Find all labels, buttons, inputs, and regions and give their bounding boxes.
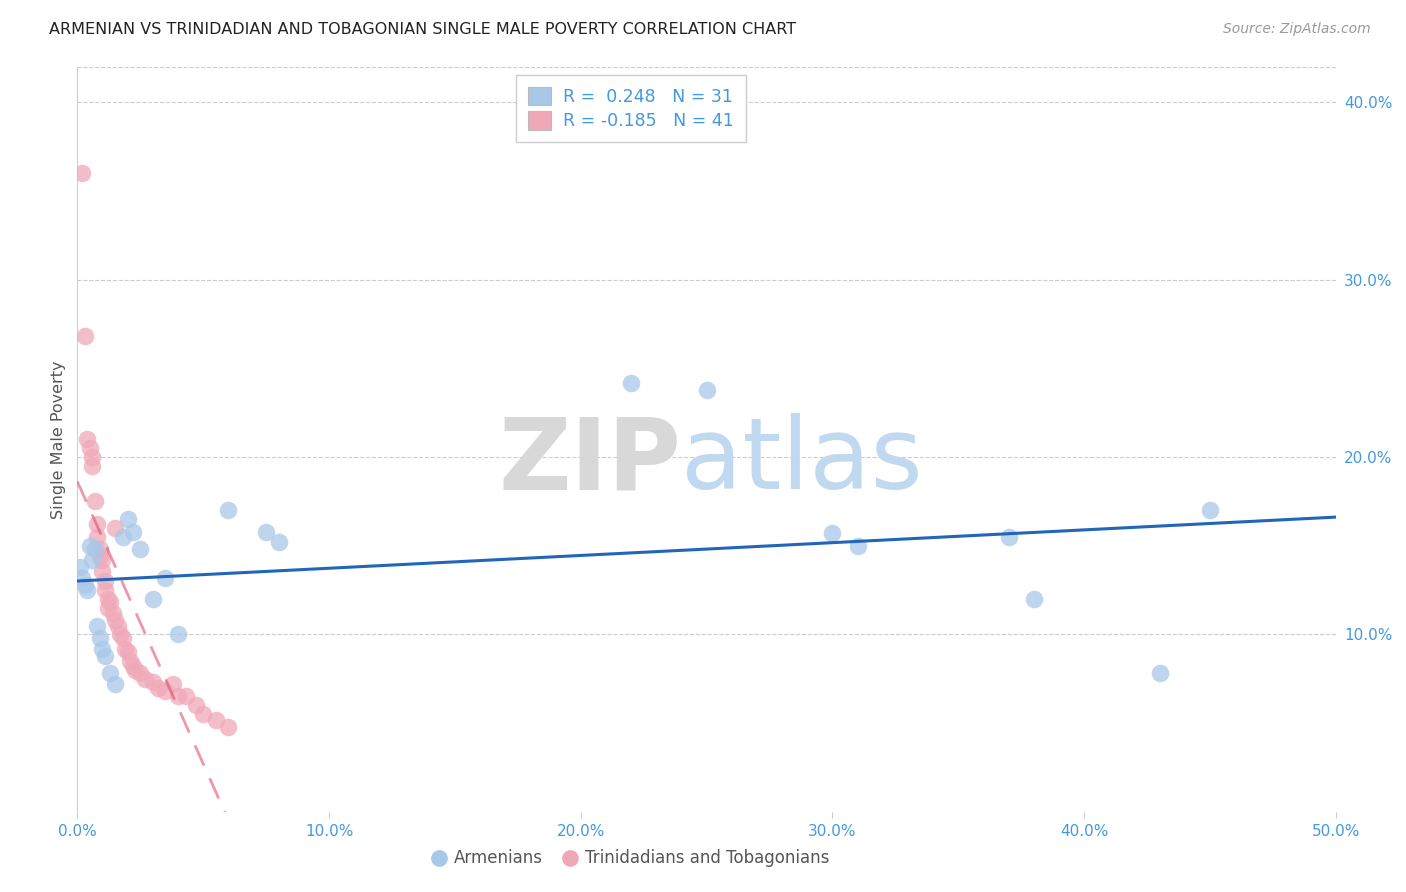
Point bbox=[84, 494, 107, 508]
Point bbox=[267, 535, 290, 549]
Point bbox=[91, 641, 114, 656]
Point bbox=[121, 524, 143, 539]
Point bbox=[73, 578, 96, 592]
Point bbox=[121, 659, 143, 673]
Point bbox=[129, 542, 152, 557]
Point bbox=[73, 329, 96, 343]
Point bbox=[1022, 591, 1045, 606]
Point bbox=[142, 591, 165, 606]
Point bbox=[142, 675, 165, 690]
Point bbox=[82, 553, 104, 567]
Point bbox=[204, 713, 226, 727]
Point bbox=[72, 166, 94, 180]
Point bbox=[846, 539, 869, 553]
Point bbox=[117, 645, 139, 659]
Point bbox=[104, 677, 127, 691]
Point bbox=[89, 542, 111, 557]
Text: Source: ZipAtlas.com: Source: ZipAtlas.com bbox=[1223, 22, 1371, 37]
Point bbox=[89, 549, 111, 564]
Point bbox=[155, 571, 177, 585]
Point bbox=[254, 524, 277, 539]
Point bbox=[82, 458, 104, 473]
Point bbox=[86, 530, 108, 544]
Point bbox=[217, 503, 239, 517]
Point bbox=[162, 677, 184, 691]
Point bbox=[114, 641, 136, 656]
Point bbox=[108, 627, 131, 641]
Point bbox=[96, 591, 118, 606]
Point bbox=[129, 666, 152, 681]
Point bbox=[174, 690, 197, 704]
Point bbox=[117, 512, 139, 526]
Point bbox=[191, 707, 215, 722]
Point bbox=[111, 530, 134, 544]
Text: atlas: atlas bbox=[682, 413, 922, 510]
Legend: Armenians, Trinidadians and Tobagonians: Armenians, Trinidadians and Tobagonians bbox=[426, 843, 837, 874]
Point bbox=[89, 631, 111, 645]
Point bbox=[620, 376, 643, 390]
Point bbox=[1149, 666, 1171, 681]
Point bbox=[1199, 503, 1222, 517]
Point bbox=[134, 672, 156, 686]
Point bbox=[86, 618, 108, 632]
Point bbox=[104, 613, 127, 627]
Point bbox=[101, 606, 124, 620]
Text: ZIP: ZIP bbox=[499, 413, 682, 510]
Point bbox=[72, 571, 94, 585]
Point bbox=[86, 517, 108, 532]
Point bbox=[184, 698, 207, 713]
Point bbox=[94, 574, 117, 589]
Point bbox=[821, 526, 844, 541]
Point bbox=[124, 663, 146, 677]
Point bbox=[120, 654, 142, 668]
Point bbox=[107, 618, 129, 632]
Point bbox=[91, 553, 114, 567]
Point bbox=[69, 560, 91, 574]
Point bbox=[84, 542, 107, 557]
Point bbox=[104, 521, 127, 535]
Text: ARMENIAN VS TRINIDADIAN AND TOBAGONIAN SINGLE MALE POVERTY CORRELATION CHART: ARMENIAN VS TRINIDADIAN AND TOBAGONIAN S… bbox=[49, 22, 796, 37]
Point bbox=[155, 684, 177, 698]
Point bbox=[94, 582, 117, 597]
Point bbox=[111, 631, 134, 645]
Point bbox=[94, 648, 117, 663]
Point bbox=[79, 441, 101, 455]
Point bbox=[167, 690, 190, 704]
Point bbox=[146, 681, 169, 695]
Point bbox=[696, 383, 718, 397]
Point bbox=[98, 595, 121, 609]
Point bbox=[79, 539, 101, 553]
Point bbox=[76, 582, 98, 597]
Point bbox=[82, 450, 104, 464]
Point bbox=[98, 666, 121, 681]
Point bbox=[997, 530, 1019, 544]
Point bbox=[96, 600, 118, 615]
Point bbox=[91, 564, 114, 578]
Point bbox=[76, 433, 98, 447]
Point bbox=[217, 720, 239, 734]
Y-axis label: Single Male Poverty: Single Male Poverty bbox=[51, 360, 66, 518]
Point bbox=[167, 627, 190, 641]
